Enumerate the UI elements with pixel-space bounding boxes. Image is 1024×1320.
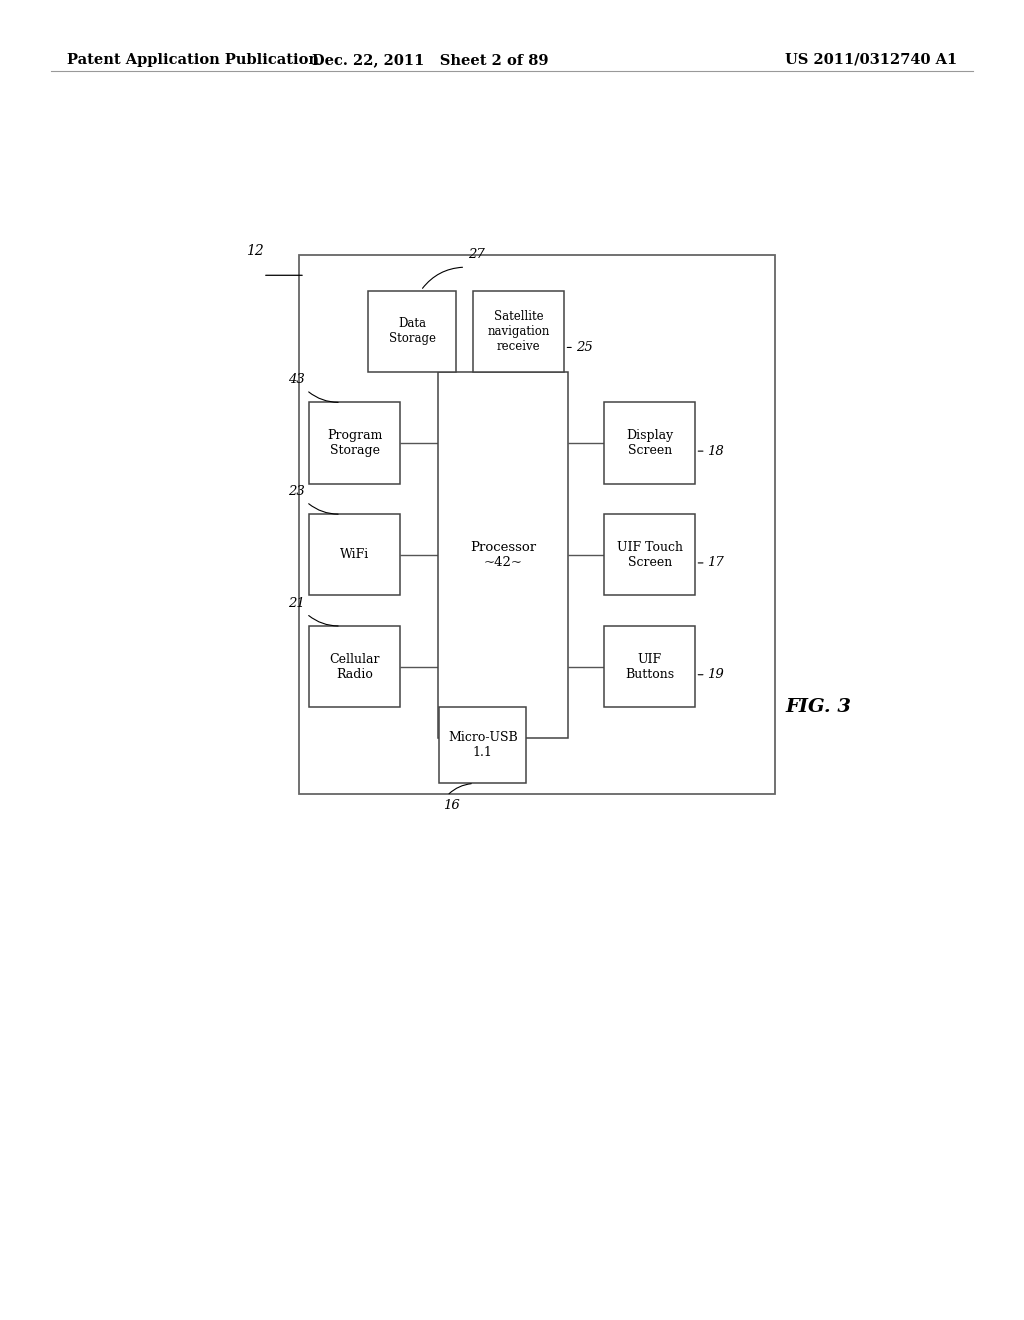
Bar — [369, 290, 456, 372]
Text: WiFi: WiFi — [340, 548, 370, 561]
Bar — [309, 515, 400, 595]
Text: Data
Storage: Data Storage — [389, 317, 435, 346]
Bar — [309, 626, 400, 708]
Bar — [299, 255, 775, 793]
Text: Program
Storage: Program Storage — [327, 429, 382, 457]
Text: 25: 25 — [575, 341, 592, 354]
Text: FIG. 3: FIG. 3 — [785, 698, 851, 717]
Text: 18: 18 — [708, 445, 724, 458]
Text: 43: 43 — [288, 374, 305, 387]
Bar — [604, 626, 695, 708]
Text: Cellular
Radio: Cellular Radio — [330, 652, 380, 681]
Text: UIF
Buttons: UIF Buttons — [626, 652, 675, 681]
Text: 17: 17 — [708, 557, 724, 569]
Bar — [604, 515, 695, 595]
Bar — [309, 403, 400, 483]
Text: Patent Application Publication: Patent Application Publication — [67, 53, 318, 67]
Text: 21: 21 — [288, 597, 305, 610]
Bar — [473, 290, 564, 372]
Text: Satellite
navigation
receive: Satellite navigation receive — [487, 310, 550, 352]
Text: 27: 27 — [468, 248, 484, 261]
Text: 12: 12 — [246, 244, 264, 257]
Text: 19: 19 — [708, 668, 724, 681]
Text: Processor
~42~: Processor ~42~ — [470, 541, 536, 569]
Text: Display
Screen: Display Screen — [626, 429, 674, 457]
Text: 16: 16 — [443, 800, 460, 812]
Text: Dec. 22, 2011   Sheet 2 of 89: Dec. 22, 2011 Sheet 2 of 89 — [312, 53, 548, 67]
Bar — [437, 372, 568, 738]
Bar — [439, 708, 526, 784]
Text: US 2011/0312740 A1: US 2011/0312740 A1 — [785, 53, 957, 67]
Text: Micro-USB
1.1: Micro-USB 1.1 — [447, 731, 517, 759]
Bar — [604, 403, 695, 483]
Text: UIF Touch
Screen: UIF Touch Screen — [616, 541, 683, 569]
Text: 23: 23 — [288, 486, 305, 498]
